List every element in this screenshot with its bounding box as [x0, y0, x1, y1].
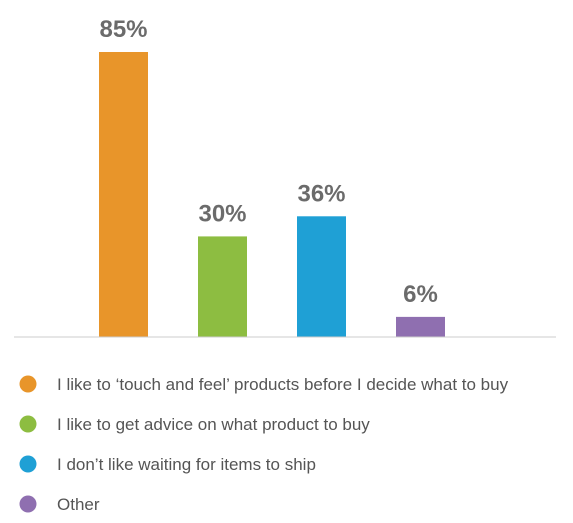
bars-group — [99, 52, 445, 337]
legend: I like to ‘touch and feel’ products befo… — [19, 375, 509, 514]
legend-label-4: Other — [57, 495, 100, 514]
value-labels-group: 85% 30% 36% 6% — [99, 16, 437, 308]
legend-marker-2 — [19, 415, 37, 433]
bar-4 — [396, 316, 445, 337]
legend-marker-4 — [19, 495, 37, 513]
legend-marker-3 — [19, 455, 37, 473]
legend-label-3: I don’t like waiting for items to ship — [57, 455, 316, 474]
value-label-3: 36% — [297, 180, 345, 207]
value-label-1: 85% — [99, 16, 147, 43]
legend-label-1: I like to ‘touch and feel’ products befo… — [57, 375, 509, 394]
bar-2 — [198, 236, 247, 337]
bar-1 — [99, 52, 148, 337]
value-label-4: 6% — [403, 281, 438, 308]
value-label-2: 30% — [198, 200, 246, 227]
bar-3 — [297, 216, 346, 337]
legend-marker-1 — [19, 375, 37, 393]
legend-label-2: I like to get advice on what product to … — [57, 415, 370, 434]
